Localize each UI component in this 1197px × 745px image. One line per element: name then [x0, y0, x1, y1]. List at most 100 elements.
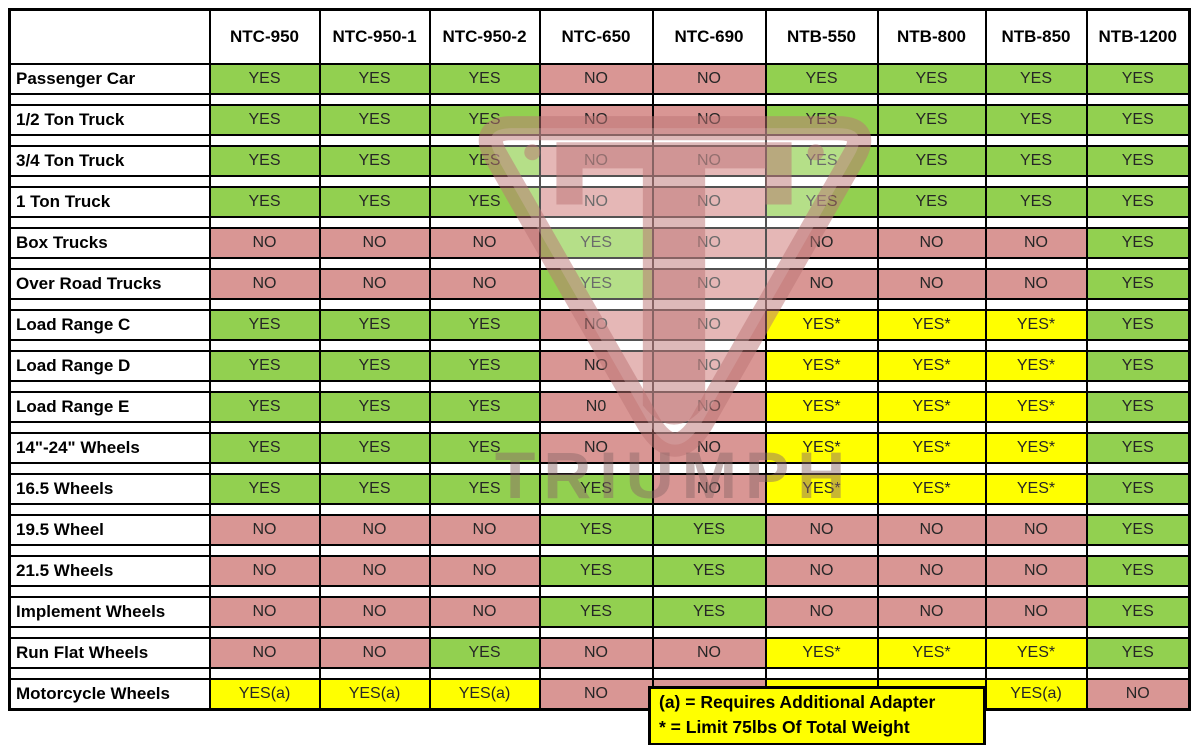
spacer-row [8, 544, 1191, 557]
compat-cell: YES* [984, 432, 1088, 464]
column-header-ntc-950-2: NTC-950-2 [428, 8, 541, 65]
compat-cell: YES [208, 104, 321, 136]
compat-cell: YES [538, 555, 654, 587]
compat-cell: NO [538, 63, 654, 95]
compat-cell: YES* [764, 391, 879, 423]
compat-cell: YES [984, 145, 1088, 177]
row-label: Passenger Car [8, 63, 211, 95]
compat-cell: YES [428, 350, 541, 382]
compat-cell: YES [1085, 309, 1191, 341]
compat-cell: YES* [876, 350, 987, 382]
compat-cell: YES [208, 432, 321, 464]
compat-cell: YES [538, 514, 654, 546]
table-row: 14"-24" Wheels YES YES YES NO NO YES* YES* YES* Y… [8, 432, 1191, 464]
compat-cell: NO [1085, 678, 1191, 710]
compat-cell: YES* [984, 350, 1088, 382]
compat-cell: NO [208, 268, 321, 300]
table-row: Over Road Trucks NO NO NO YES NO NO NO NO YES [8, 268, 1191, 300]
compat-cell: YES [876, 63, 987, 95]
compat-cell: YES [318, 145, 431, 177]
compat-cell: NO [208, 227, 321, 259]
spacer-row [8, 93, 1191, 106]
header-row: NTC-950 NTC-950-1 NTC-950-2 NTC-650 NTC-690 N… [8, 8, 1191, 65]
compat-cell: YES [428, 391, 541, 423]
spacer-row [8, 503, 1191, 516]
compat-cell: NO [651, 186, 767, 218]
spacer-row [8, 339, 1191, 352]
compat-cell: NO [984, 514, 1088, 546]
compat-cell: YES(a) [208, 678, 321, 710]
compat-cell: YES [428, 186, 541, 218]
compat-cell: NO [538, 432, 654, 464]
compat-cell: NO [651, 473, 767, 505]
compat-cell: YES [984, 186, 1088, 218]
compat-cell: YES [318, 350, 431, 382]
compat-cell: YES [764, 63, 879, 95]
compat-cell: YES [876, 145, 987, 177]
compat-cell: NO [538, 309, 654, 341]
compat-cell: NO [651, 145, 767, 177]
compat-cell: NO [208, 555, 321, 587]
compat-cell: YES [318, 473, 431, 505]
compat-cell: YES [1085, 104, 1191, 136]
compat-cell: YES* [984, 473, 1088, 505]
table-row: 19.5 Wheel NO NO NO YES YES NO NO NO YES [8, 514, 1191, 546]
compat-cell: YES [1085, 596, 1191, 628]
compat-cell: NO [651, 391, 767, 423]
column-header-ntb-850: NTB-850 [984, 8, 1088, 65]
compat-cell: NO [651, 63, 767, 95]
table-row: Load Range D YES YES YES NO NO YES* YES* YES* YES [8, 350, 1191, 382]
compat-cell: NO [651, 350, 767, 382]
column-header-ntc-690: NTC-690 [651, 8, 767, 65]
compat-cell: YES* [984, 309, 1088, 341]
corner-cell [8, 8, 211, 65]
compat-cell: YES [428, 473, 541, 505]
compat-cell: YES [208, 186, 321, 218]
row-label: Over Road Trucks [8, 268, 211, 300]
table-row: Load Range E YES YES YES N0 NO YES* YES* YES* YES [8, 391, 1191, 423]
compat-cell: YES* [876, 391, 987, 423]
compat-cell: NO [428, 227, 541, 259]
row-label: Load Range C [8, 309, 211, 341]
table-row: 1 Ton Truck YES YES YES NO NO YES YES YES YES [8, 186, 1191, 218]
compat-cell: YES [538, 596, 654, 628]
compat-cell: NO [428, 268, 541, 300]
row-label: 19.5 Wheel [8, 514, 211, 546]
compat-cell: YES [428, 637, 541, 669]
compat-cell: NO [208, 514, 321, 546]
row-label: Box Trucks [8, 227, 211, 259]
table-row: 1/2 Ton Truck YES YES YES NO NO YES YES YES YES [8, 104, 1191, 136]
compat-cell: YES [318, 309, 431, 341]
compat-cell: NO [538, 637, 654, 669]
compat-cell: YES [1085, 268, 1191, 300]
compat-cell: YES [318, 63, 431, 95]
compat-cell: NO [318, 555, 431, 587]
row-label: 14"-24" Wheels [8, 432, 211, 464]
compat-cell: YES [318, 186, 431, 218]
compat-cell: YES* [764, 350, 879, 382]
compat-cell: NO [876, 227, 987, 259]
compat-cell: NO [318, 637, 431, 669]
compat-cell: YES [428, 63, 541, 95]
compat-cell: YES [1085, 145, 1191, 177]
compat-cell: NO [876, 555, 987, 587]
compat-cell: NO [764, 555, 879, 587]
table-row: Motorcycle WheelsYES(a)YES(a)YES(a)NONOY… [8, 678, 1191, 710]
compat-cell: YES [764, 145, 879, 177]
compat-cell: NO [318, 227, 431, 259]
table-row: 3/4 Ton Truck YES YES YES NO NO YES YES YES YES [8, 145, 1191, 177]
compat-cell: YES* [764, 473, 879, 505]
compat-cell: YES [984, 104, 1088, 136]
compat-cell: YES* [764, 432, 879, 464]
compat-cell: YES [651, 514, 767, 546]
legend-adapter-note: (a) = Requires Additional Adapter [659, 692, 936, 712]
table-row: Implement Wheels NO NO NO YES YES NO NO NO YES [8, 596, 1191, 628]
compat-cell: YES [428, 309, 541, 341]
compat-cell: NO [984, 268, 1088, 300]
compat-cell: YES [1085, 473, 1191, 505]
row-label: 3/4 Ton Truck [8, 145, 211, 177]
compat-cell: YES [1085, 637, 1191, 669]
compat-cell: NO [208, 637, 321, 669]
compat-cell: YES [208, 350, 321, 382]
row-label: Implement Wheels [8, 596, 211, 628]
